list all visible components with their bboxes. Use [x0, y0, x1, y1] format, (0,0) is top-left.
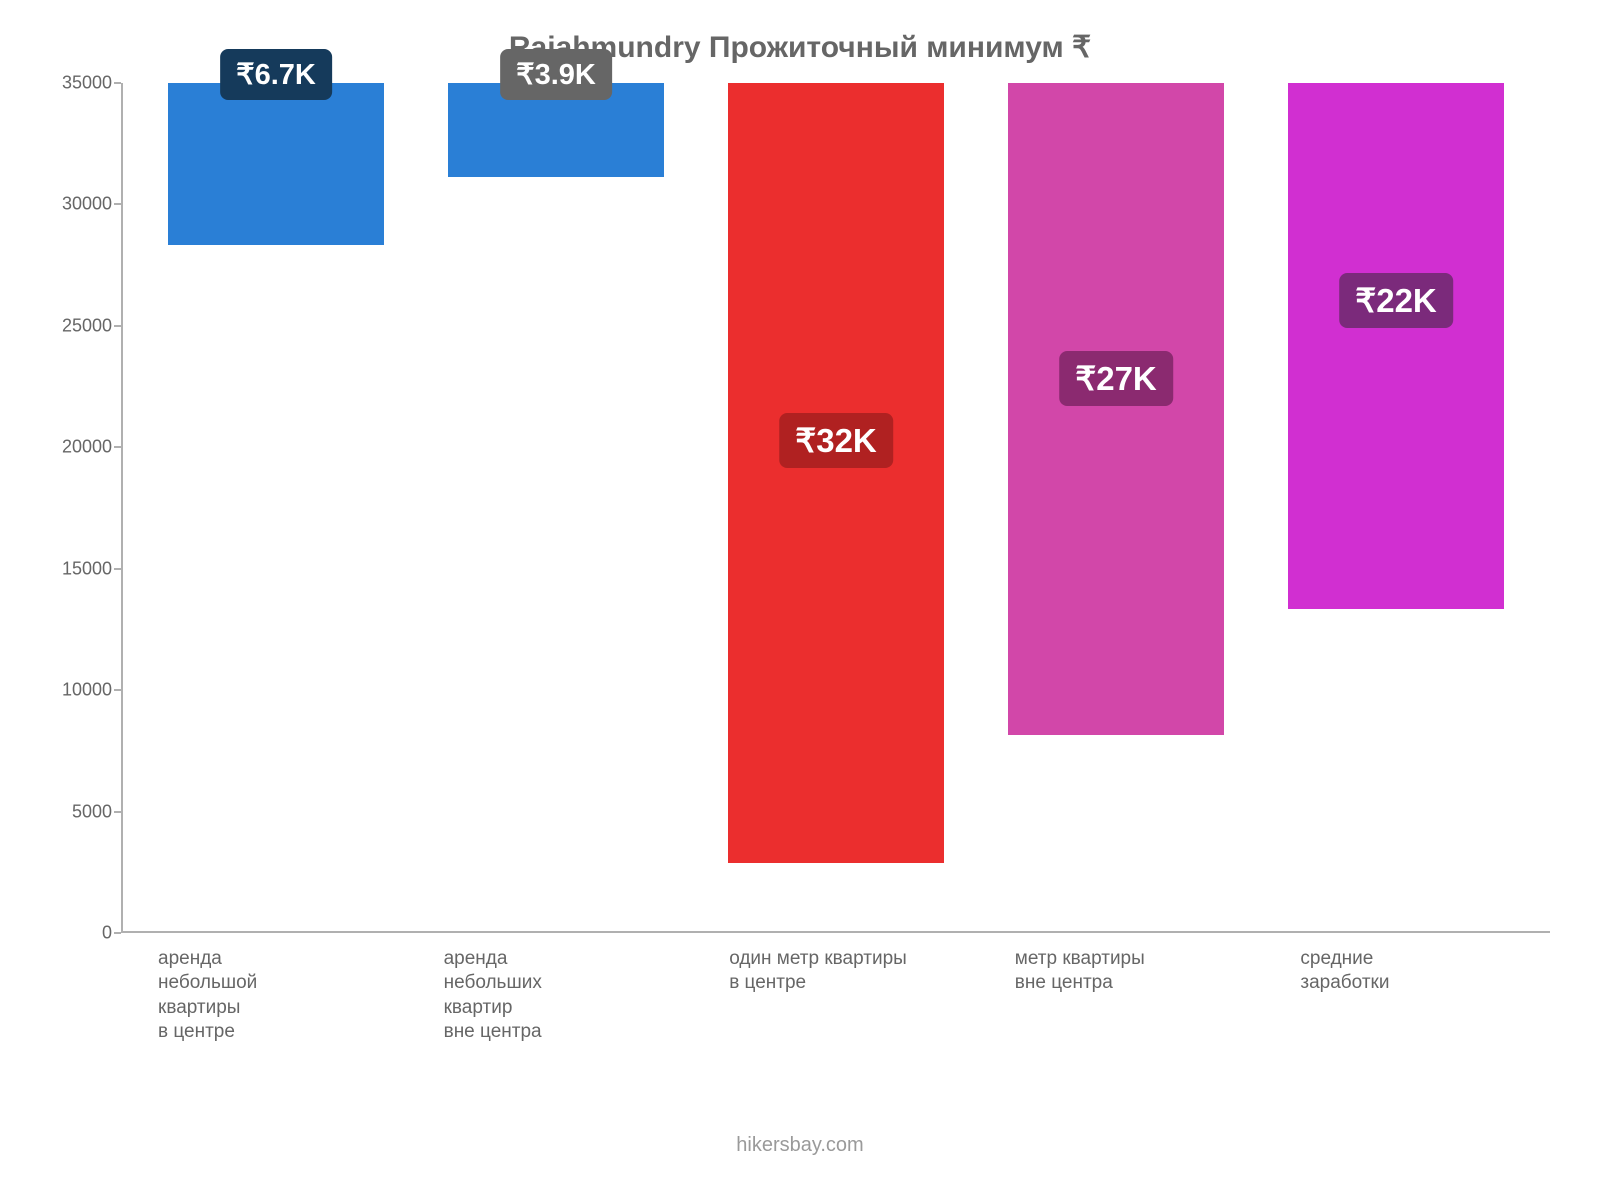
value-badge: ₹6.7K: [220, 49, 332, 100]
y-tick-mark: [114, 689, 121, 691]
y-tick-label: 5000: [72, 801, 112, 822]
bar: ₹22K: [1288, 83, 1504, 609]
value-badge: ₹3.9K: [500, 49, 612, 100]
y-tick-mark: [114, 203, 121, 205]
footer-attribution: hikersbay.com: [50, 1134, 1550, 1157]
y-tick-label: 0: [102, 923, 112, 944]
bars-container: ₹6.7K ₹3.9K ₹32K ₹27K ₹22K: [122, 83, 1550, 931]
bar: ₹32K: [728, 83, 944, 863]
x-tick-label: метр квартиры вне центра: [979, 947, 1265, 1044]
y-tick-label: 20000: [62, 437, 112, 458]
y-tick-label: 35000: [62, 73, 112, 94]
x-tick-label: один метр квартиры в центре: [693, 947, 979, 1044]
y-tick-mark: [114, 568, 121, 570]
bar-slot: ₹22K: [1256, 83, 1536, 931]
y-tick-label: 25000: [62, 315, 112, 336]
y-tick-mark: [114, 82, 121, 84]
chart-plot: 05000100001500020000250003000035000 ₹6.7…: [50, 83, 1550, 933]
value-badge: ₹27K: [1059, 351, 1173, 406]
bar-slot: ₹3.9K: [416, 83, 696, 931]
bar-slot: ₹32K: [696, 83, 976, 931]
plot-area: ₹6.7K ₹3.9K ₹32K ₹27K ₹22K: [122, 83, 1550, 933]
bar-slot: ₹27K: [976, 83, 1256, 931]
y-tick-mark: [114, 446, 121, 448]
bar: ₹27K: [1008, 83, 1224, 735]
y-tick-mark: [114, 325, 121, 327]
x-tick-label: средние заработки: [1264, 947, 1550, 1044]
value-badge: ₹22K: [1339, 273, 1453, 328]
y-tick-label: 10000: [62, 680, 112, 701]
x-tick-label: аренда небольшой квартиры в центре: [122, 947, 408, 1044]
y-tick-mark: [114, 811, 121, 813]
x-tick-label: аренда небольших квартир вне центра: [408, 947, 694, 1044]
y-axis: 05000100001500020000250003000035000: [50, 83, 122, 933]
bar-slot: ₹6.7K: [136, 83, 416, 931]
y-tick-mark: [114, 932, 121, 934]
bar: ₹6.7K: [168, 83, 384, 245]
x-axis-labels: аренда небольшой квартиры в центреаренда…: [50, 947, 1550, 1044]
value-badge: ₹32K: [779, 413, 893, 468]
bar: ₹3.9K: [448, 83, 664, 177]
y-tick-label: 30000: [62, 194, 112, 215]
y-tick-label: 15000: [62, 558, 112, 579]
